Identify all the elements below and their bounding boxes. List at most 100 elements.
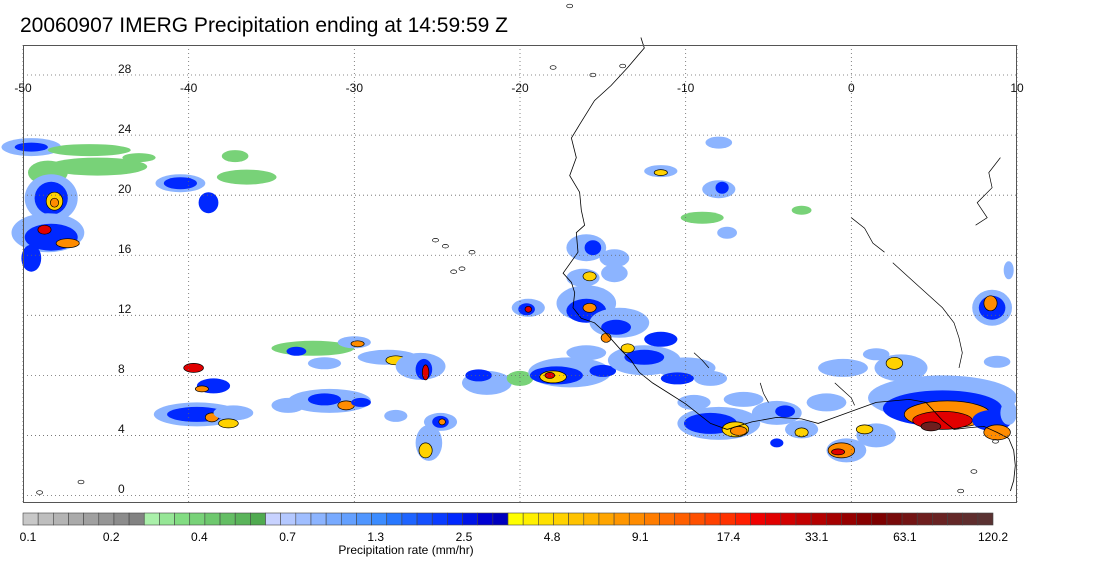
colorbar-swatch: [719, 512, 736, 526]
colorbar-swatch: [431, 512, 448, 526]
colorbar-swatch: [295, 512, 312, 526]
colorbar-swatch: [689, 512, 706, 526]
precip-cell: [715, 181, 729, 194]
river-line: [975, 157, 1001, 226]
precip-cell: [885, 356, 904, 370]
precip-cell: [307, 393, 342, 406]
colorbar-swatch: [159, 512, 175, 526]
colorbar-swatch: [68, 512, 84, 526]
colorbar-swatch: [234, 512, 251, 526]
precip-cell: [163, 177, 197, 190]
colorbar-swatch: [735, 512, 751, 526]
colorbar-swatch: [340, 512, 357, 526]
precip-cell: [183, 363, 204, 373]
colorbar-swatch: [462, 512, 478, 526]
precip-cell: [806, 393, 847, 412]
colorbar-swatch: [704, 512, 721, 526]
colorbar-swatch: [886, 512, 903, 526]
colorbar-swatch: [53, 512, 69, 526]
precip-cell: [920, 421, 942, 432]
colorbar-swatch: [780, 512, 797, 526]
precip-cell: [582, 302, 597, 313]
island-outline: [450, 269, 458, 274]
island-outline: [36, 490, 43, 495]
precip-cell: [660, 372, 695, 385]
island-outline: [468, 250, 476, 255]
precip-cell: [1003, 261, 1014, 280]
precip-cell: [770, 438, 784, 448]
longitude-label: -40: [179, 81, 198, 95]
latitude-label: 12: [118, 302, 132, 317]
precip-cell: [544, 372, 556, 379]
precip-cell: [818, 358, 868, 377]
colorbar-swatch: [401, 512, 418, 526]
colorbar-swatch: [477, 512, 494, 526]
colorbar-title: Precipitation rate (mm/hr): [338, 543, 474, 557]
latitude-label: 8: [118, 362, 125, 377]
colorbar-swatch: [871, 512, 888, 526]
island-outline: [549, 65, 557, 70]
precip-cell: [221, 150, 249, 163]
colorbar-swatch: [583, 512, 600, 526]
colorbar-swatch: [598, 512, 615, 526]
colorbar-swatch: [174, 512, 191, 526]
longitude-label: -10: [676, 81, 695, 95]
latitude-label: 20: [118, 182, 132, 197]
colorbar-tick-label: 1.3: [367, 530, 385, 544]
colorbar-swatch: [932, 512, 948, 526]
colorbar-swatch: [659, 512, 676, 526]
colorbar-swatch: [795, 512, 812, 526]
river-line: [693, 352, 710, 369]
longitude-label: -50: [14, 81, 32, 95]
longitude-label: 0: [847, 81, 855, 95]
island-outline: [619, 63, 627, 69]
precip-cell: [730, 426, 748, 436]
colorbar-swatch: [128, 512, 145, 526]
colorbar-swatch: [841, 512, 857, 526]
precip-cell: [680, 211, 724, 224]
precip-cell: [350, 340, 365, 348]
precip-cell: [465, 369, 492, 382]
precip-cell: [693, 370, 728, 386]
colorbar-tick-label: 0.1: [19, 530, 37, 544]
precip-cell: [286, 346, 307, 356]
precip-cell: [601, 264, 628, 283]
colorbar-tick-label: 9.1: [631, 530, 649, 544]
longitude-label: -30: [345, 81, 363, 95]
precip-cell: [620, 343, 635, 354]
precip-cell: [775, 405, 795, 418]
colorbar-swatch: [37, 512, 54, 526]
colorbar-swatch: [143, 512, 160, 526]
latitude-label: 0: [118, 482, 125, 497]
latitude-label: 28: [118, 62, 132, 77]
precip-cell: [717, 226, 737, 239]
precip-cell: [855, 424, 874, 435]
colorbar-swatch: [98, 512, 115, 526]
precip-cell: [794, 427, 809, 438]
colorbar-tick-label: 2.5: [455, 530, 473, 544]
precip-cell: [218, 418, 239, 429]
precip-cell: [723, 391, 764, 407]
colorbar-swatch: [447, 512, 463, 526]
colorbar-swatch: [280, 512, 297, 526]
colorbar-swatch: [901, 512, 918, 526]
colorbar-tick-label: 33.1: [804, 530, 829, 544]
longitude-label: -20: [511, 81, 529, 95]
colorbar-swatch: [613, 512, 630, 526]
precip-cell: [438, 418, 446, 426]
colorbar: [22, 512, 994, 526]
colorbar-swatch: [22, 512, 39, 526]
colorbar-swatch: [507, 512, 524, 526]
precip-cell: [14, 142, 48, 152]
colorbar-swatch: [553, 512, 569, 526]
island-outline: [957, 488, 965, 494]
colorbar-swatch: [568, 512, 585, 526]
colorbar-swatch: [825, 512, 842, 526]
precip-cell: [216, 169, 277, 185]
river-line: [851, 217, 885, 253]
colorbar-swatch: [916, 512, 933, 526]
grid-lines: [22, 45, 1018, 503]
precip-cell: [271, 397, 305, 413]
colorbar-swatch: [325, 512, 342, 526]
